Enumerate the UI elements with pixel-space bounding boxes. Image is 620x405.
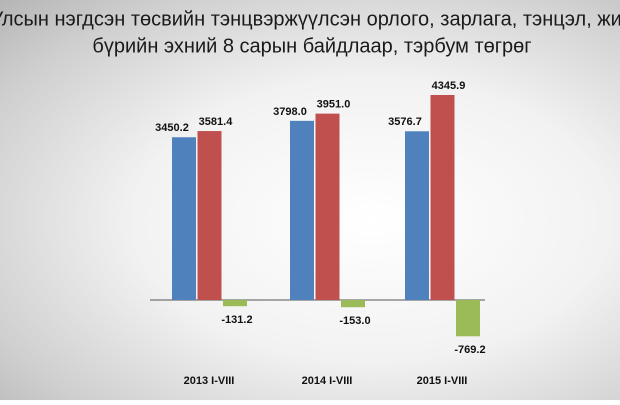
bar bbox=[315, 113, 340, 301]
bar bbox=[456, 300, 480, 337]
x-tick-label: 2015 I-VIII bbox=[417, 375, 468, 387]
bar bbox=[197, 131, 222, 300]
value-label: 3450.2 bbox=[155, 122, 189, 134]
bar bbox=[172, 137, 196, 300]
value-label: 3576.7 bbox=[388, 116, 422, 128]
chart-title: бүрийн эхний 8 сарын байдлаар, тэрбум тө… bbox=[92, 35, 531, 57]
bar bbox=[290, 120, 314, 300]
value-label: 4345.9 bbox=[432, 80, 466, 92]
x-tick-label: 2014 I-VIII bbox=[302, 375, 353, 387]
value-label: -153.0 bbox=[339, 315, 370, 327]
value-label: -131.2 bbox=[221, 314, 252, 326]
value-label: 3798.0 bbox=[273, 106, 307, 118]
value-label: 3951.0 bbox=[317, 99, 351, 111]
bar bbox=[405, 131, 429, 300]
chart-title: Улсын нэгдсэн төсвийн тэнцвэржүүлсэн орл… bbox=[0, 8, 620, 30]
bar bbox=[430, 95, 455, 300]
bar bbox=[341, 300, 365, 308]
bar bbox=[223, 300, 247, 307]
value-label: -769.2 bbox=[454, 344, 485, 356]
value-label: 3581.4 bbox=[199, 116, 234, 128]
x-tick-label: 2013 I-VIII bbox=[184, 375, 235, 387]
